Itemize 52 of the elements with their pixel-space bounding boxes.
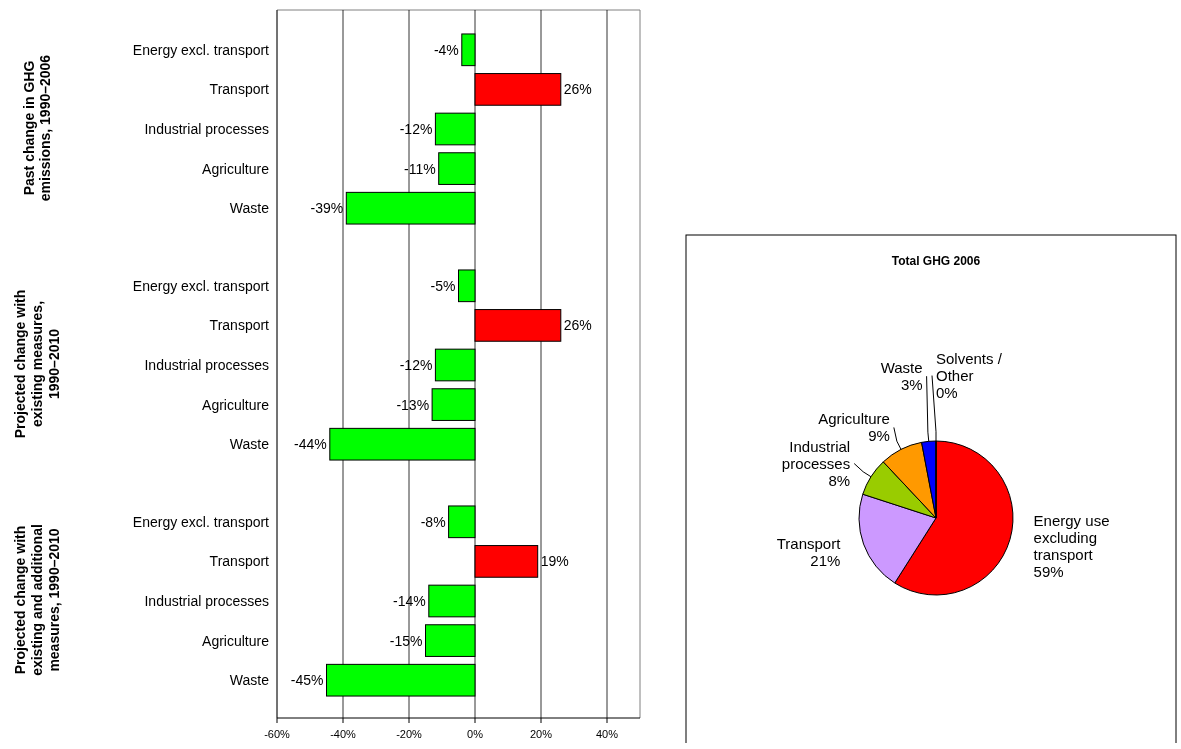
y-axis-title: Projected change with existing measures, 1990–2010 bbox=[12, 289, 62, 439]
data-label: -45% bbox=[290, 672, 324, 689]
category-label: Solvents / Other bbox=[936, 349, 1002, 384]
y-tick-label: Transport bbox=[209, 81, 270, 98]
x-tick-label: -40% bbox=[330, 728, 357, 740]
y-tick-label: Energy excl. transport bbox=[132, 513, 270, 530]
y-tick-label: Industrial processes bbox=[144, 356, 269, 373]
data-label: -8% bbox=[420, 513, 446, 530]
data-label: -44% bbox=[294, 436, 327, 453]
chart-title: Total GHG 2006 bbox=[891, 254, 981, 268]
data-label: -14% bbox=[393, 592, 426, 609]
data-label: 3% bbox=[900, 375, 923, 393]
y-tick-label: Agriculture bbox=[202, 632, 270, 649]
data-label: -11% bbox=[404, 160, 436, 177]
x-tick-label: 40% bbox=[595, 728, 619, 740]
y-tick-label: Waste bbox=[229, 436, 270, 453]
data-label: 8% bbox=[828, 471, 851, 489]
x-tick-label: 20% bbox=[529, 728, 553, 740]
y-axis-title: Projected change with existing and additional measures, 1990–2010 bbox=[12, 524, 62, 676]
data-label: -13% bbox=[396, 396, 430, 413]
data-label: -5% bbox=[430, 277, 456, 294]
data-label: 26% bbox=[563, 81, 592, 98]
data-label: -12% bbox=[399, 120, 433, 137]
y-axis-title: Past change in GHG emissions, 1990–2006 bbox=[20, 54, 54, 202]
data-label: 59% bbox=[1033, 563, 1064, 581]
data-label: 9% bbox=[868, 427, 890, 445]
data-label: 21% bbox=[810, 552, 841, 570]
y-tick-label: Agriculture bbox=[202, 160, 270, 177]
data-label: -12% bbox=[399, 356, 433, 373]
y-tick-label: Agriculture bbox=[202, 396, 270, 413]
y-tick-label: Energy excl. transport bbox=[132, 277, 270, 294]
slice-label: Transport bbox=[776, 535, 842, 553]
data-label: 19% bbox=[540, 553, 569, 570]
x-tick-label: -20% bbox=[396, 728, 423, 740]
data-label: -15% bbox=[389, 632, 423, 649]
slice-label: Industrial processes bbox=[781, 437, 851, 472]
data-label: -39% bbox=[310, 200, 344, 217]
y-tick-label: Energy excl. transport bbox=[132, 41, 270, 58]
y-tick-label: Transport bbox=[209, 553, 270, 570]
x-tick-label: 0% bbox=[467, 728, 484, 740]
y-tick-label: Industrial processes bbox=[144, 120, 269, 137]
y-tick-label: Waste bbox=[229, 200, 270, 217]
y-tick-label: Waste bbox=[229, 672, 270, 689]
y-tick-label: Transport bbox=[209, 317, 270, 334]
text: 0% bbox=[936, 383, 958, 401]
slice-label: Agriculture bbox=[818, 410, 890, 428]
data-label: 26% bbox=[563, 317, 592, 334]
x-tick-label: -60% bbox=[264, 728, 291, 740]
y-tick-label: Industrial processes bbox=[144, 592, 269, 609]
data-label: -4% bbox=[433, 41, 459, 58]
slice-label: Waste bbox=[880, 358, 923, 376]
slice-label: Energy use excluding transport bbox=[1033, 512, 1110, 564]
